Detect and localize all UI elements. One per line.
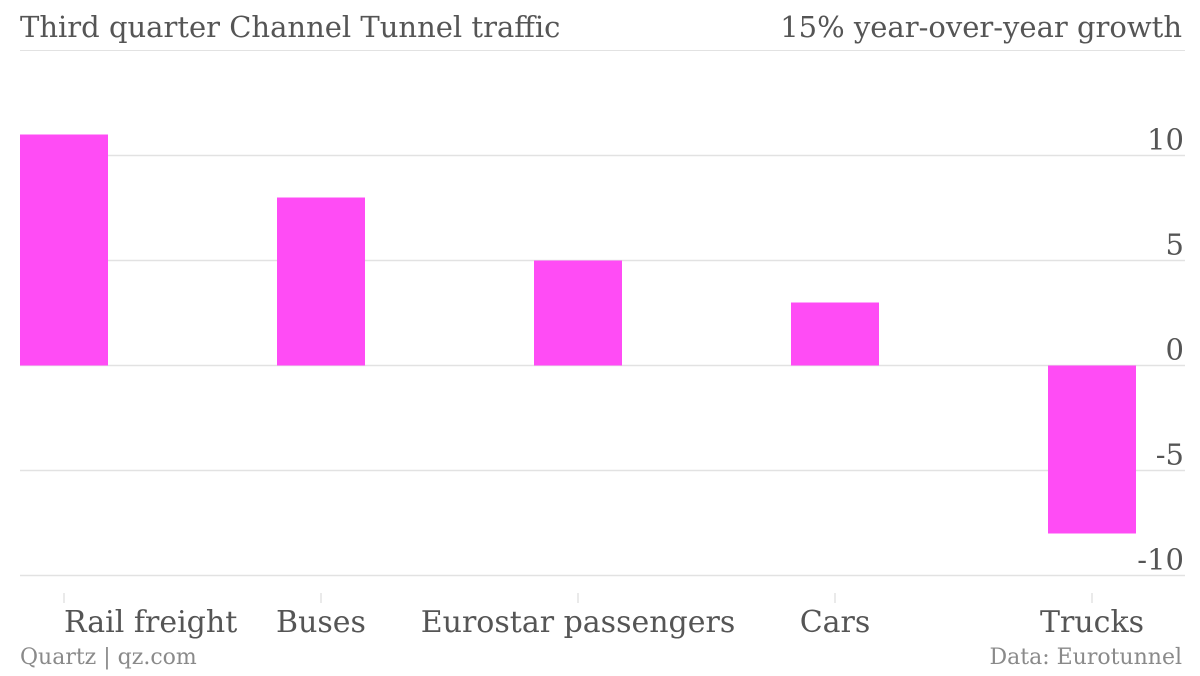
y-tick-label: 0 xyxy=(1166,333,1184,367)
bar xyxy=(534,260,622,366)
bar xyxy=(791,302,879,366)
y-tick-label: -10 xyxy=(1137,543,1184,577)
y-tick-label: 10 xyxy=(1147,123,1184,157)
y-axis-ticks: 10 5 0 -5 -10 xyxy=(1137,123,1184,577)
chart-subtitle: 15% year-over-year growth xyxy=(780,10,1182,44)
y-tick-label: -5 xyxy=(1156,438,1184,472)
footer-credit: Quartz | qz.com xyxy=(20,645,197,670)
x-tick-label: Rail freight xyxy=(64,605,237,640)
chart-title: Third quarter Channel Tunnel traffic xyxy=(20,10,561,44)
bar xyxy=(277,197,365,366)
x-tick-label: Buses xyxy=(276,605,366,640)
bars xyxy=(20,134,1136,534)
y-tick-label: 5 xyxy=(1166,228,1184,262)
x-tick-label: Cars xyxy=(800,605,871,640)
x-tick-label: Trucks xyxy=(1040,605,1144,640)
footer-source: Data: Eurotunnel xyxy=(989,645,1182,670)
bar xyxy=(1048,365,1136,534)
bar xyxy=(20,134,108,366)
x-tick-label: Eurostar passengers xyxy=(421,605,736,640)
x-axis-ticks: Rail freight Buses Eurostar passengers Cars… xyxy=(63,593,1144,640)
